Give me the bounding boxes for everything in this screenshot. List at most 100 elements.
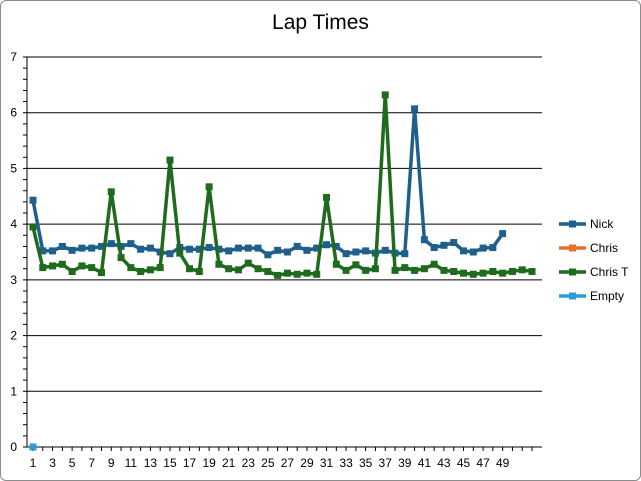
- data-point: [225, 265, 233, 273]
- data-point: [127, 240, 135, 248]
- data-point: [420, 265, 428, 273]
- data-point: [205, 244, 213, 252]
- data-point: [195, 268, 203, 275]
- data-point: [440, 241, 448, 249]
- data-point: [391, 266, 399, 274]
- data-point: [499, 269, 507, 277]
- x-tick-label: 7: [88, 456, 95, 470]
- data-point: [323, 193, 331, 201]
- series-empty: [29, 443, 37, 451]
- data-point: [68, 268, 76, 275]
- data-point: [78, 262, 86, 270]
- data-point: [450, 239, 458, 247]
- legend-item: Nick: [559, 217, 614, 231]
- data-point: [430, 244, 438, 252]
- data-point: [68, 246, 76, 254]
- data-point: [460, 269, 468, 277]
- y-tick-label: 1: [10, 384, 17, 398]
- data-point: [381, 246, 389, 254]
- x-tick-label: 21: [222, 456, 236, 470]
- series-nick: [29, 105, 507, 259]
- data-point: [254, 265, 262, 273]
- series-chris-t: [29, 91, 536, 279]
- legend-item: Chris T: [559, 265, 629, 279]
- data-point: [186, 265, 194, 273]
- data-point: [156, 264, 164, 272]
- data-point: [39, 264, 47, 272]
- data-point: [274, 246, 282, 254]
- data-point: [323, 241, 331, 249]
- data-point: [489, 244, 497, 252]
- x-tick-label: 9: [108, 456, 115, 470]
- data-point: [303, 269, 311, 277]
- x-tick-label: 35: [359, 456, 373, 470]
- data-point: [107, 240, 115, 248]
- data-point: [293, 242, 301, 250]
- x-tick-label: 31: [320, 456, 334, 470]
- x-tick-label: 45: [457, 456, 471, 470]
- data-point: [469, 248, 477, 256]
- series-line: [31, 107, 505, 257]
- data-point: [479, 269, 487, 277]
- y-tick-label: 0: [10, 440, 17, 454]
- data-point: [313, 244, 321, 252]
- data-point: [332, 260, 340, 268]
- y-tick-label: 2: [10, 329, 17, 343]
- data-point: [450, 268, 458, 275]
- data-point: [186, 245, 194, 253]
- data-point: [264, 268, 272, 275]
- data-point: [489, 268, 497, 275]
- data-point: [127, 264, 135, 272]
- data-point: [342, 266, 350, 274]
- x-tick-label: 41: [418, 456, 432, 470]
- data-point: [244, 244, 252, 252]
- data-point: [508, 268, 516, 275]
- data-point: [342, 250, 350, 258]
- data-point: [234, 244, 242, 252]
- y-tick-label: 7: [10, 50, 17, 64]
- legend-label: Nick: [590, 217, 614, 231]
- legend-swatch-marker: [569, 292, 576, 300]
- data-point: [215, 245, 223, 253]
- x-tick-label: 25: [261, 456, 275, 470]
- data-point: [411, 266, 419, 274]
- data-point: [499, 230, 507, 238]
- data-point: [264, 251, 272, 259]
- data-point: [244, 259, 252, 267]
- y-tick-label: 3: [10, 273, 17, 287]
- legend-label: Chris: [590, 241, 618, 255]
- x-tick-label: 13: [144, 456, 158, 470]
- data-point: [29, 443, 37, 451]
- data-point: [469, 270, 477, 278]
- data-point: [381, 91, 389, 99]
- y-tick-label: 6: [10, 106, 17, 120]
- data-point: [117, 254, 125, 262]
- data-point: [362, 247, 370, 255]
- x-tick-label: 17: [183, 456, 197, 470]
- data-point: [49, 247, 57, 255]
- y-tick-label: 5: [10, 161, 17, 175]
- data-point: [225, 247, 233, 255]
- data-point: [58, 260, 66, 268]
- data-point: [293, 270, 301, 278]
- data-point: [313, 270, 321, 278]
- legend-label: Empty: [590, 289, 624, 303]
- data-point: [401, 264, 409, 272]
- x-tick-label: 3: [49, 456, 56, 470]
- x-tick-label: 19: [202, 456, 216, 470]
- data-point: [29, 223, 37, 231]
- data-point: [420, 236, 428, 244]
- data-point: [107, 188, 115, 196]
- data-point: [58, 242, 66, 250]
- data-point: [215, 260, 223, 268]
- x-tick-label: 49: [496, 456, 510, 470]
- data-point: [146, 244, 154, 252]
- data-point: [176, 249, 184, 257]
- x-tick-label: 33: [339, 456, 353, 470]
- x-tick-label: 39: [398, 456, 412, 470]
- data-point: [29, 196, 37, 204]
- data-point: [234, 266, 242, 274]
- data-point: [401, 250, 409, 258]
- data-point: [88, 244, 96, 252]
